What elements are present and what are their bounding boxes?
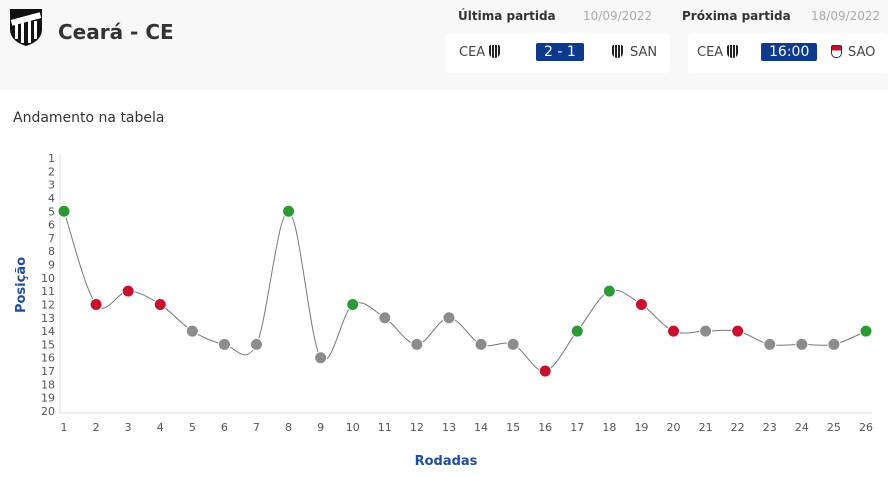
data-point-draw xyxy=(314,351,328,365)
x-tick-label: 15 xyxy=(506,421,520,434)
x-tick-label: 21 xyxy=(699,421,713,434)
data-point-loss xyxy=(538,364,552,378)
ceara-icon xyxy=(727,45,738,58)
last-match-label: Última partida xyxy=(458,9,556,23)
x-tick-label: 7 xyxy=(253,421,260,434)
match-time: 16:00 xyxy=(761,43,818,61)
match-score: 2 - 1 xyxy=(536,43,584,61)
data-point-loss xyxy=(731,324,745,338)
home-team: CEA xyxy=(459,45,486,60)
data-point-draw xyxy=(442,311,456,325)
x-tick-label: 26 xyxy=(859,421,873,434)
home-team: CEA xyxy=(697,45,724,60)
x-tick-label: 3 xyxy=(125,421,132,434)
data-point-loss xyxy=(121,284,135,298)
next-match-date: 18/09/2022 xyxy=(811,9,881,23)
y-tick-label: 9 xyxy=(48,259,55,272)
y-axis-label: Posição xyxy=(14,257,29,313)
x-tick-label: 8 xyxy=(285,421,292,434)
data-point-draw xyxy=(763,337,777,351)
y-tick-label: 1 xyxy=(48,152,55,165)
y-tick-label: 6 xyxy=(48,219,55,232)
x-tick-label: 5 xyxy=(189,421,196,434)
ceara-icon xyxy=(489,45,500,58)
y-tick-label: 10 xyxy=(41,272,55,285)
data-point-win xyxy=(282,204,296,218)
x-tick-label: 11 xyxy=(378,421,392,434)
data-point-draw xyxy=(699,324,713,338)
data-point-draw xyxy=(249,337,263,351)
y-tick-label: 2 xyxy=(48,165,55,178)
data-point-draw xyxy=(185,324,199,338)
x-tick-label: 16 xyxy=(538,421,552,434)
ceara-logo xyxy=(7,5,45,47)
x-tick-label: 6 xyxy=(221,421,228,434)
data-point-loss xyxy=(634,297,648,311)
x-tick-label: 13 xyxy=(442,421,456,434)
x-tick-label: 17 xyxy=(570,421,584,434)
next-match-label: Próxima partida xyxy=(682,9,791,23)
x-tick-label: 10 xyxy=(346,421,360,434)
x-tick-label: 25 xyxy=(827,421,841,434)
x-tick-label: 4 xyxy=(157,421,164,434)
data-point-win xyxy=(346,297,360,311)
y-tick-label: 18 xyxy=(41,378,55,391)
y-tick-label: 11 xyxy=(41,285,55,298)
y-tick-label: 7 xyxy=(48,232,55,245)
next-match-card[interactable]: CEA 16:00 SAO xyxy=(688,33,888,73)
chart-title: Andamento na tabela xyxy=(13,110,165,126)
x-tick-label: 12 xyxy=(410,421,424,434)
data-point-draw xyxy=(378,311,392,325)
y-tick-label: 15 xyxy=(41,338,55,351)
x-tick-label: 19 xyxy=(634,421,648,434)
y-tick-label: 5 xyxy=(48,205,55,218)
x-tick-label: 24 xyxy=(795,421,809,434)
y-tick-label: 20 xyxy=(41,405,55,418)
y-tick-label: 8 xyxy=(48,245,55,258)
data-point-draw xyxy=(506,337,520,351)
data-point-loss xyxy=(667,324,681,338)
data-point-draw xyxy=(217,337,231,351)
data-point-loss xyxy=(89,297,103,311)
x-tick-label: 14 xyxy=(474,421,488,434)
x-tick-label: 22 xyxy=(731,421,745,434)
y-tick-label: 12 xyxy=(41,298,55,311)
santos-icon xyxy=(612,45,623,58)
y-tick-label: 16 xyxy=(41,352,55,365)
position-line xyxy=(63,210,867,372)
x-axis-label: Rodadas xyxy=(415,454,478,469)
y-tick-label: 3 xyxy=(48,179,55,192)
data-point-win xyxy=(602,284,616,298)
y-tick-label: 13 xyxy=(41,312,55,325)
x-tick-label: 9 xyxy=(317,421,324,434)
data-point-draw xyxy=(474,337,488,351)
data-point-win xyxy=(570,324,584,338)
last-match-card[interactable]: CEA 2 - 1 SAN xyxy=(445,33,670,73)
y-tick-label: 17 xyxy=(41,365,55,378)
x-tick-label: 18 xyxy=(602,421,616,434)
data-point-draw xyxy=(827,337,841,351)
sao-paulo-icon xyxy=(831,45,842,58)
last-match-date: 10/09/2022 xyxy=(583,9,653,23)
x-tick-label: 1 xyxy=(61,421,68,434)
data-point-win xyxy=(859,324,873,338)
y-tick-label: 4 xyxy=(48,192,55,205)
y-tick-label: 14 xyxy=(41,325,55,338)
away-team: SAN xyxy=(630,45,658,60)
data-point-draw xyxy=(795,337,809,351)
data-point-win xyxy=(57,204,71,218)
data-point-loss xyxy=(153,297,167,311)
team-title: Ceará - CE xyxy=(58,20,174,44)
away-team: SAO xyxy=(848,45,876,60)
data-point-draw xyxy=(410,337,424,351)
x-tick-label: 20 xyxy=(667,421,681,434)
x-tick-label: 2 xyxy=(93,421,100,434)
x-tick-label: 23 xyxy=(763,421,777,434)
y-tick-label: 19 xyxy=(41,392,55,405)
